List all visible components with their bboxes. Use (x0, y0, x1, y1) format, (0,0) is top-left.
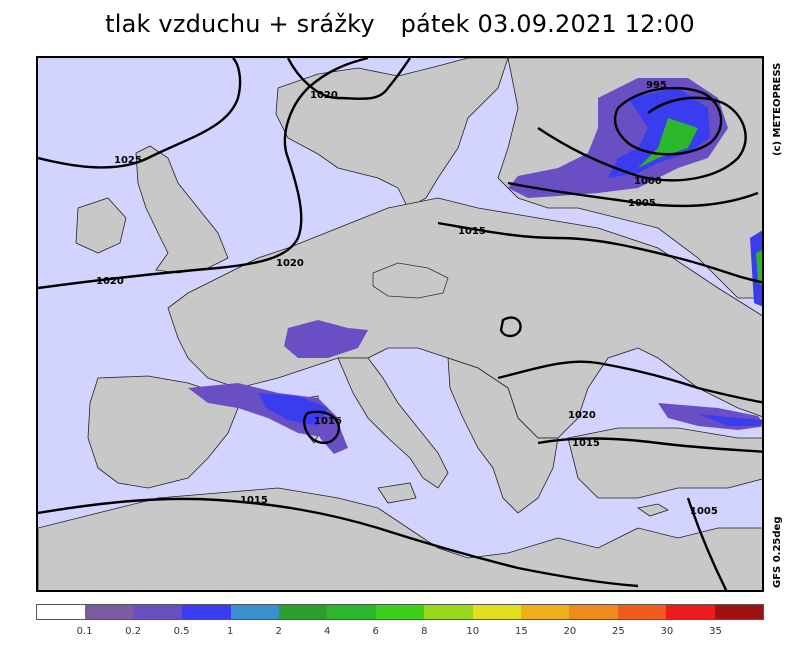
isobars (38, 58, 762, 590)
legend-swatch (521, 605, 570, 619)
isobar-label-8: 995 (646, 80, 667, 91)
precip-east-edge-heavy (756, 250, 762, 286)
legend-swatch (182, 605, 231, 619)
legend-tick-label: 8 (421, 626, 428, 637)
legend-tick-label: 10 (466, 626, 480, 637)
legend-swatch (472, 605, 522, 619)
isobar-1020-west (38, 58, 369, 290)
legend-swatch (617, 605, 667, 619)
precip-east-edge (750, 230, 762, 307)
model-label: GFS 0.25deg (772, 516, 783, 589)
isobar-1015-africa (38, 497, 639, 588)
isobar-label-11: 1020 (568, 410, 596, 421)
land-balkans (447, 357, 559, 514)
legend-tick-label: 15 (514, 626, 528, 637)
isobar-995 (613, 86, 723, 156)
precip-northeast-core (608, 88, 710, 178)
legend-swatch (714, 605, 764, 619)
legend-swatch (424, 605, 473, 619)
legend-tick-label: 1 (226, 626, 234, 637)
isobar-1005 (507, 181, 759, 208)
land-continent (167, 197, 762, 439)
isobar-label-10: 1015 (240, 495, 268, 506)
legend-tick-label: 25 (612, 626, 625, 637)
isobar-label-12: 1015 (572, 438, 600, 449)
precip-tyrrhenian (318, 418, 348, 454)
precip-turkey-north-core (698, 414, 762, 426)
copyright-label: (c) METEOPRESS (772, 62, 783, 156)
isobar-1020-south (497, 360, 762, 404)
title-datetime: pátek 03.09.2021 12:00 (400, 10, 695, 38)
legend-tick-label: 0.5 (173, 626, 190, 637)
land-sicily (377, 482, 417, 504)
legend-tick-label: 20 (563, 626, 577, 637)
isobar-label-1: 1025 (114, 155, 142, 166)
isobar-label-4: 1020 (276, 258, 304, 269)
isobar-label-5: 1015 (458, 226, 486, 237)
legend-swatch (230, 605, 280, 619)
precip-northeast-heavy (638, 118, 698, 168)
legend-tick-label: 0.1 (76, 626, 93, 637)
title-parameter: tlak vzduchu + srážky (105, 10, 375, 38)
legend-swatch (569, 605, 618, 619)
isobar-ring-small (499, 316, 522, 338)
isobar-1015-south (537, 437, 762, 453)
isobar-label-7: 1000 (634, 176, 662, 187)
precip-alps (284, 320, 368, 358)
land-italy (337, 357, 449, 489)
legend-swatch (37, 605, 86, 619)
isobar-label-13: 1005 (690, 506, 718, 517)
isobar-label-2: 1020 (310, 90, 338, 101)
legend-tick-label: 0.2 (125, 626, 142, 637)
isobar-label-6: 1005 (628, 198, 656, 209)
legend-swatch (279, 605, 328, 619)
land-turkey (567, 427, 762, 499)
land-scandinavia (275, 58, 509, 209)
weather-map: 1025 1020 1020 1020 1015 1005 1000 995 1… (36, 56, 764, 592)
isobar-label-3: 1020 (96, 276, 124, 287)
legend-swatch (327, 605, 376, 619)
legend-tick-label: 6 (372, 626, 379, 637)
czech-border (372, 262, 449, 299)
precip-gulf-lion-core (258, 393, 328, 426)
isobar-1016 (303, 410, 341, 445)
legend-tick-label: 2 (275, 626, 282, 637)
legend-swatch (375, 605, 425, 619)
isobar-1005-east (686, 497, 728, 590)
map-title: tlak vzduchu + srážky pátek 03.09.2021 1… (0, 10, 800, 38)
legend-tick-label: 35 (709, 626, 722, 637)
land-ireland (75, 197, 127, 254)
isobar-1015-central (437, 221, 762, 284)
legend-swatch (85, 605, 134, 619)
isobar-1000 (537, 96, 747, 182)
precip-gulf-lion (188, 383, 338, 438)
isobar-label-9: 1016 (314, 416, 342, 427)
legend-swatch (666, 605, 715, 619)
legend-ticks: 0.1 0.2 0.5 1 2 4 6 8 10 15 20 25 30 35 (36, 626, 764, 642)
legend-tick-label: 30 (660, 626, 674, 637)
land-iberia (87, 375, 239, 489)
land-north-africa (38, 487, 762, 590)
legend-swatch (133, 605, 183, 619)
isobar-1020-north (286, 58, 411, 100)
precipitation (188, 78, 762, 454)
map-svg: 1025 1020 1020 1020 1015 1005 1000 995 1… (38, 58, 762, 590)
legend-tick-label: 4 (324, 626, 331, 637)
land-cyprus (636, 503, 669, 517)
isobar-1025 (38, 58, 242, 169)
color-legend (36, 604, 764, 620)
